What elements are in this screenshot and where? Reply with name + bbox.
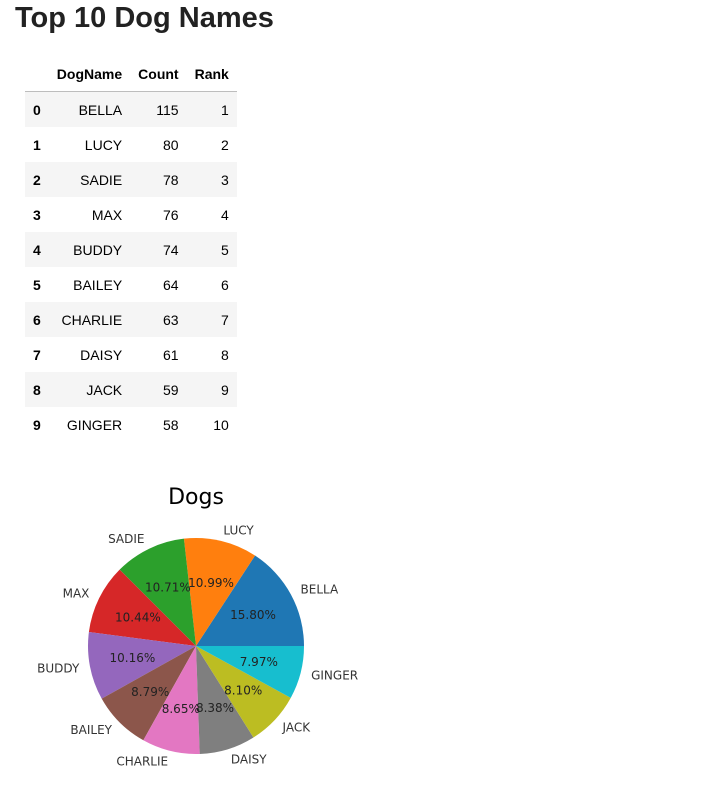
pie-percent-label: 10.99% [188, 576, 234, 590]
pie-category-label: LUCY [223, 523, 254, 537]
pie-slice-buddy [87, 632, 196, 699]
pie-percent-label: 8.38% [196, 701, 234, 715]
dog-name-cell: SADIE [80, 171, 123, 188]
page-title: Top 10 Dog Names [15, 2, 274, 34]
rank-cell: 10 [213, 416, 229, 433]
count-cell: 76 [163, 206, 179, 223]
pie-percent-label: 8.79% [131, 685, 169, 699]
count-cell: 63 [163, 311, 179, 328]
chart-title: Dogs [168, 485, 224, 510]
pie-category-label: CHARLIE [116, 755, 168, 769]
rank-cell: 8 [221, 346, 229, 363]
count-cell: 61 [163, 346, 179, 363]
table-row: 6 CHARLIE 63 7 [25, 302, 237, 337]
table-row: 9 GINGER 58 10 [25, 407, 237, 442]
table-row: 3 MAX 76 4 [25, 197, 237, 232]
count-cell: 80 [163, 136, 179, 153]
row-index: 1 [33, 136, 41, 153]
pie-percent-labels: 15.80% 10.99%10.71% 10.44% 10.16% 8.79% 8.65%… [110, 576, 278, 716]
dog-name-cell: LUCY [84, 136, 123, 153]
pie-percent-label: 10.71% [145, 581, 191, 595]
pie-category-label: BELLA [301, 582, 339, 596]
table-row: 5 BAILEY 64 6 [25, 267, 237, 302]
pie-percent-label: 7.97% [240, 655, 278, 669]
dog-names-table: DogName Count Rank 0 BELLA 115 1 1 LUCY … [25, 56, 237, 442]
pie-category-label: JACK [282, 720, 312, 734]
dog-name-cell: JACK [86, 381, 123, 398]
pie-slice-ginger [196, 646, 304, 698]
dog-name-cell: MAX [91, 206, 123, 223]
rank-cell: 1 [221, 101, 229, 118]
table-row: 1 LUCY 80 2 [25, 127, 237, 162]
table-row: 8 JACK 59 9 [25, 372, 237, 407]
count-cell: 74 [163, 241, 179, 258]
dog-name-cell: BELLA [78, 101, 123, 118]
row-index: 5 [33, 276, 41, 293]
pie-slice-bailey [101, 646, 196, 741]
pie-percent-label: 8.65% [162, 702, 200, 716]
pie-slice-sadie [119, 538, 196, 646]
row-index: 0 [33, 101, 41, 118]
row-index: 7 [33, 346, 41, 363]
pie-slice-max [88, 569, 196, 646]
dog-name-cell: CHARLIE [61, 311, 123, 328]
count-cell: 59 [163, 381, 179, 398]
pie-slice-jack [196, 646, 291, 738]
table-row: 7 DAISY 61 8 [25, 337, 237, 372]
pie-percent-label: 15.80% [230, 608, 276, 622]
rank-cell: 6 [221, 276, 229, 293]
pie-percent-label: 10.16% [110, 651, 156, 665]
pie-category-label: SADIE [108, 532, 144, 546]
table-header-row: DogName Count Rank [25, 56, 237, 92]
row-index: 6 [33, 311, 41, 328]
pie-category-label: BAILEY [70, 723, 112, 737]
dog-name-cell: DAISY [80, 346, 123, 363]
pie-slice-daisy [196, 646, 254, 754]
dog-name-cell: GINGER [66, 416, 123, 433]
count-cell: 64 [163, 276, 179, 293]
index-header [25, 56, 49, 92]
rank-cell: 5 [221, 241, 229, 258]
count-cell: 78 [163, 171, 179, 188]
column-header-rank: Rank [186, 56, 237, 92]
rank-cell: 7 [221, 311, 229, 328]
pie-category-label: GINGER [311, 668, 358, 682]
table-row: 4 BUDDY 74 5 [25, 232, 237, 267]
rank-cell: 3 [221, 171, 229, 188]
pie-slice-bella [196, 555, 304, 646]
pie-category-label: MAX [63, 587, 90, 601]
row-index: 8 [33, 381, 41, 398]
table-row: 0 BELLA 115 1 [25, 91, 237, 127]
rank-cell: 9 [221, 381, 229, 398]
table-row: 2 SADIE 78 3 [25, 162, 237, 197]
pie-chart: Dogs 15.80% 10.99%10.71% 10.44% 10.16% 8.79%… [37, 485, 358, 769]
pie-slices [87, 538, 304, 755]
column-header-count: Count [130, 56, 187, 92]
pie-slice-charlie [143, 646, 200, 755]
dog-name-cell: BUDDY [73, 241, 123, 258]
pie-chart-container: Dogs 15.80% 10.99% 10.71% 10.44% 10.16% 8.79%… [0, 460, 400, 800]
row-index: 3 [33, 206, 41, 223]
rank-cell: 4 [221, 206, 229, 223]
pie-slice-lucy [183, 538, 256, 646]
pie-category-label: BUDDY [37, 661, 80, 675]
row-index: 2 [33, 171, 41, 188]
row-index: 4 [33, 241, 41, 258]
column-header-dogname: DogName [48, 56, 131, 92]
count-cell: 58 [163, 416, 179, 433]
pie-category-labels: BELLA LUCY SADIE MAX BUDDY BAILEY CHARLIE DAISY… [37, 523, 358, 768]
rank-cell: 2 [221, 136, 229, 153]
pie-percent-label: 8.10% [224, 683, 262, 697]
row-index: 9 [33, 416, 41, 433]
count-cell: 115 [156, 101, 179, 118]
pie-category-label: DAISY [231, 753, 267, 767]
dog-name-cell: BAILEY [73, 276, 123, 293]
pie-percent-label: 10.44% [115, 610, 161, 624]
